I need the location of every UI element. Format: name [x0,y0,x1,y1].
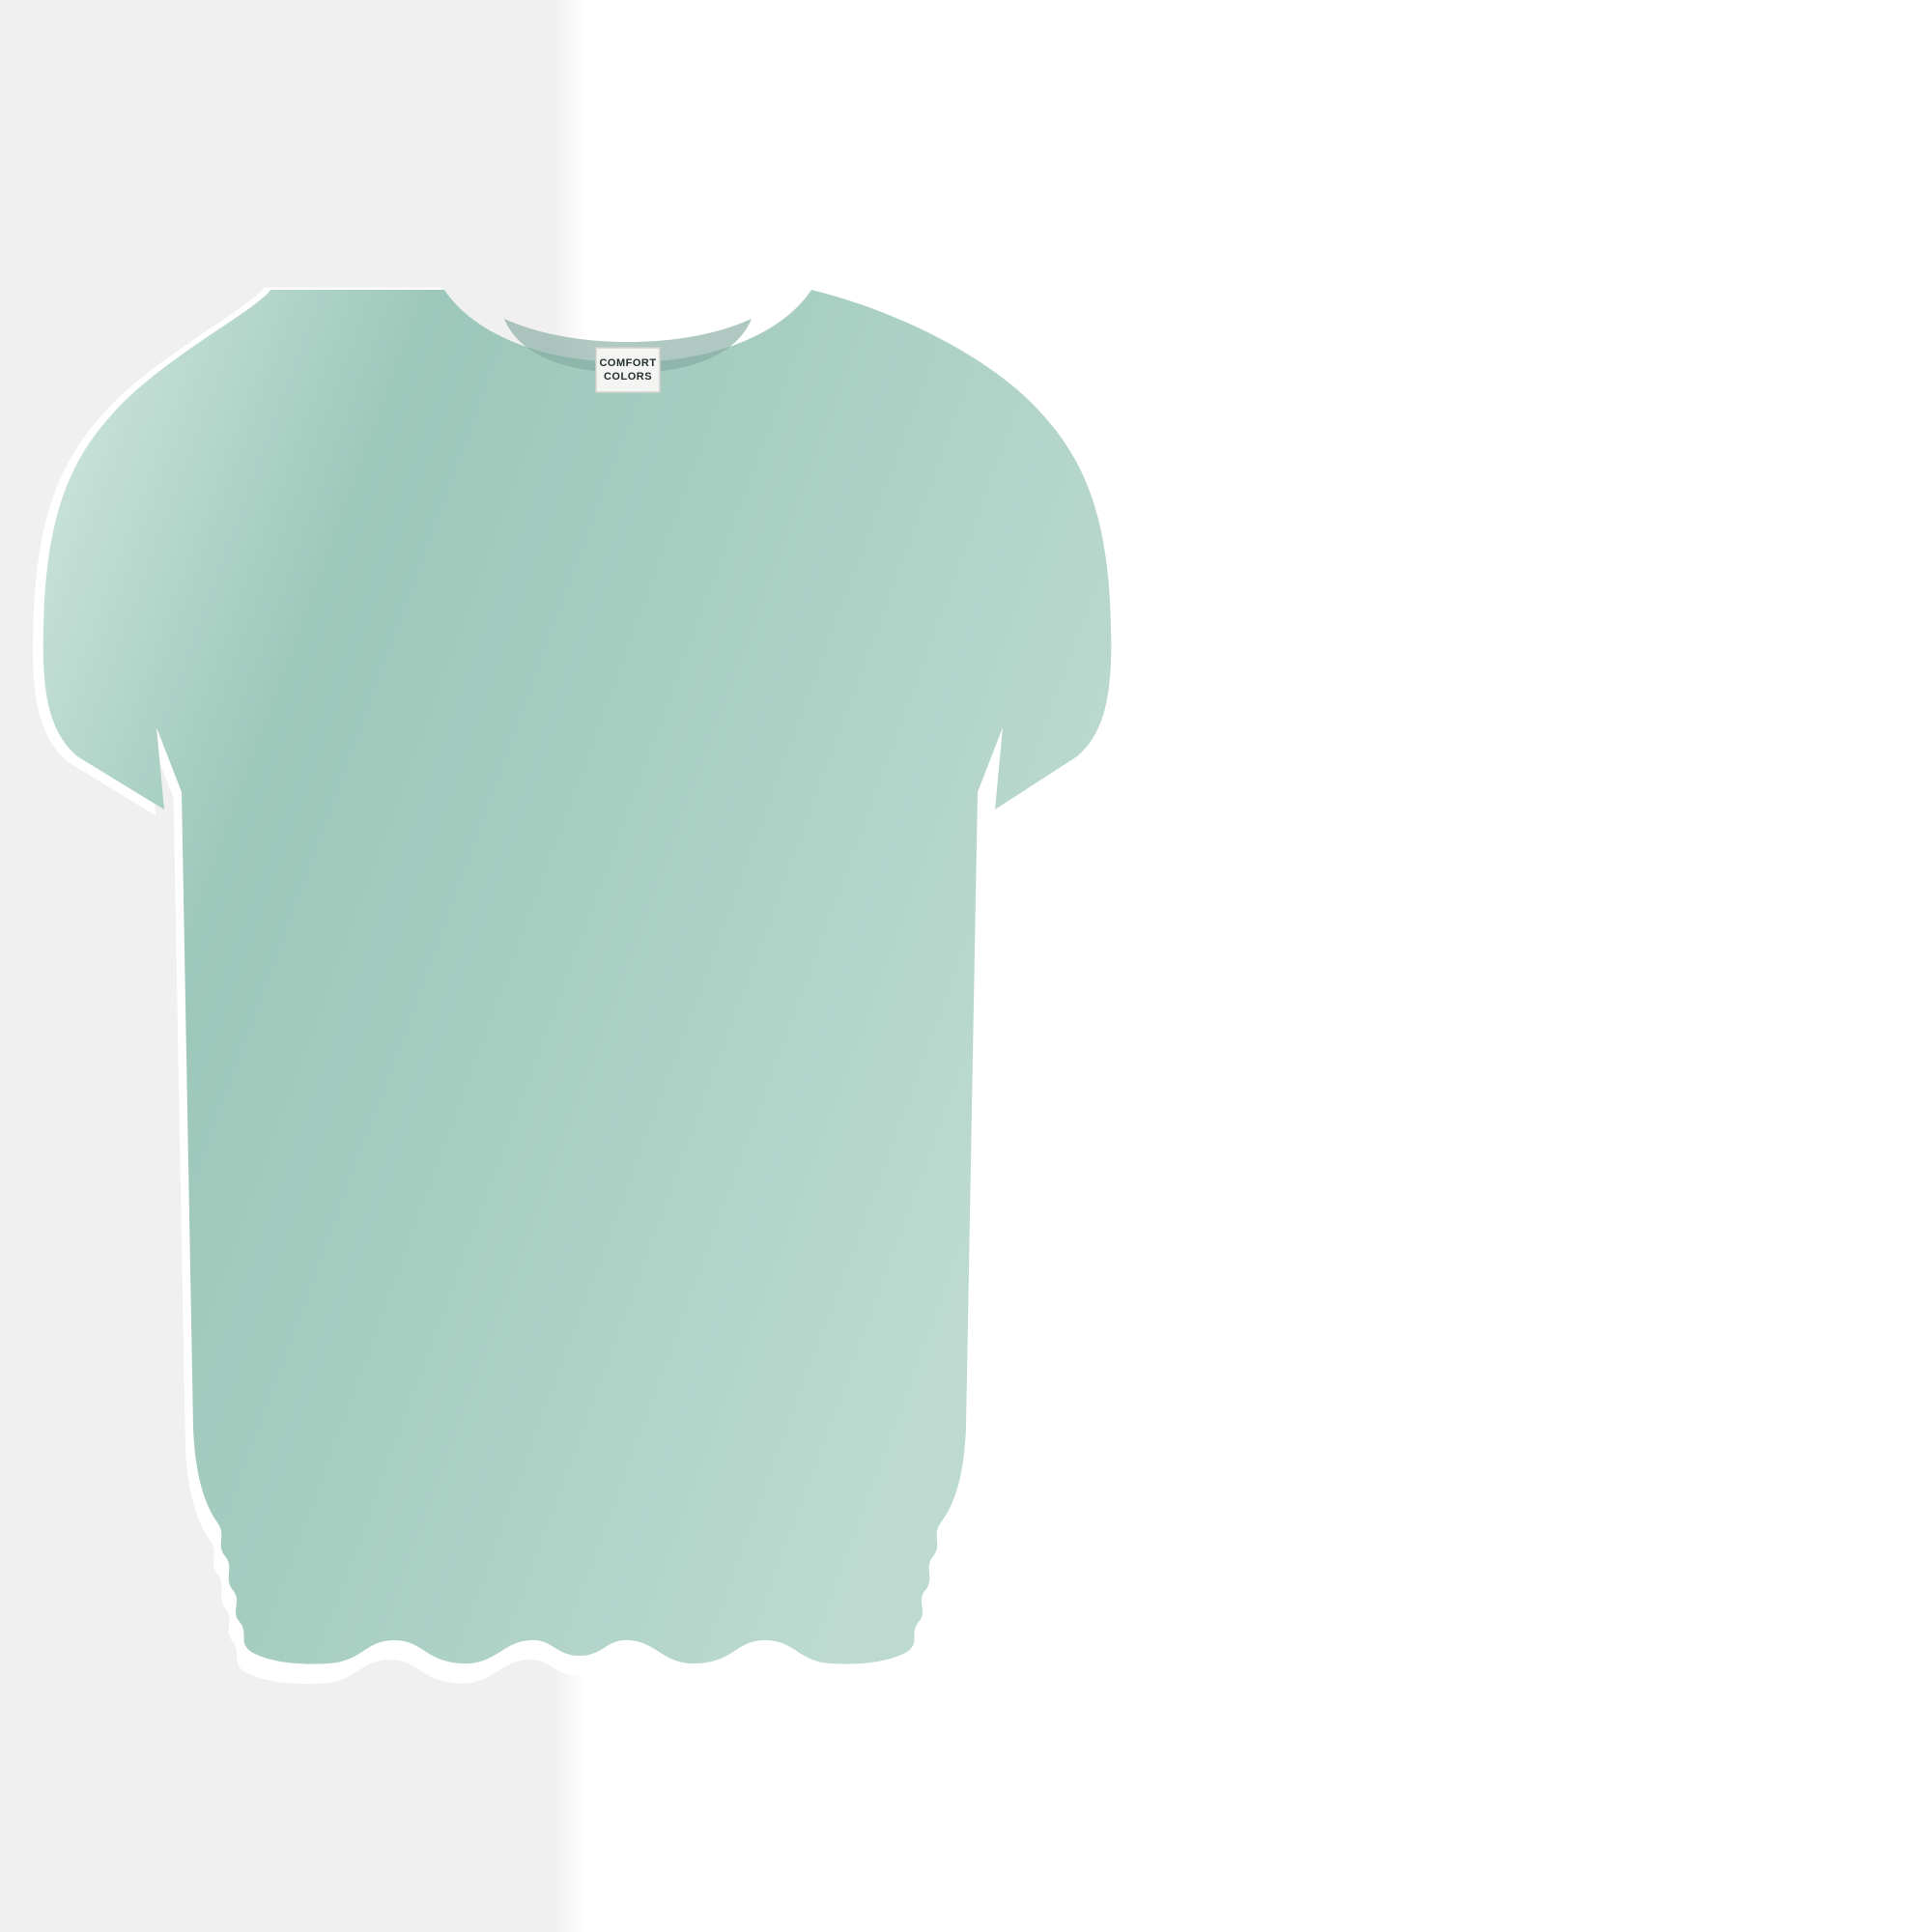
svg-text:COMFORT: COMFORT [599,357,656,369]
svg-text:COLORS: COLORS [604,371,652,383]
